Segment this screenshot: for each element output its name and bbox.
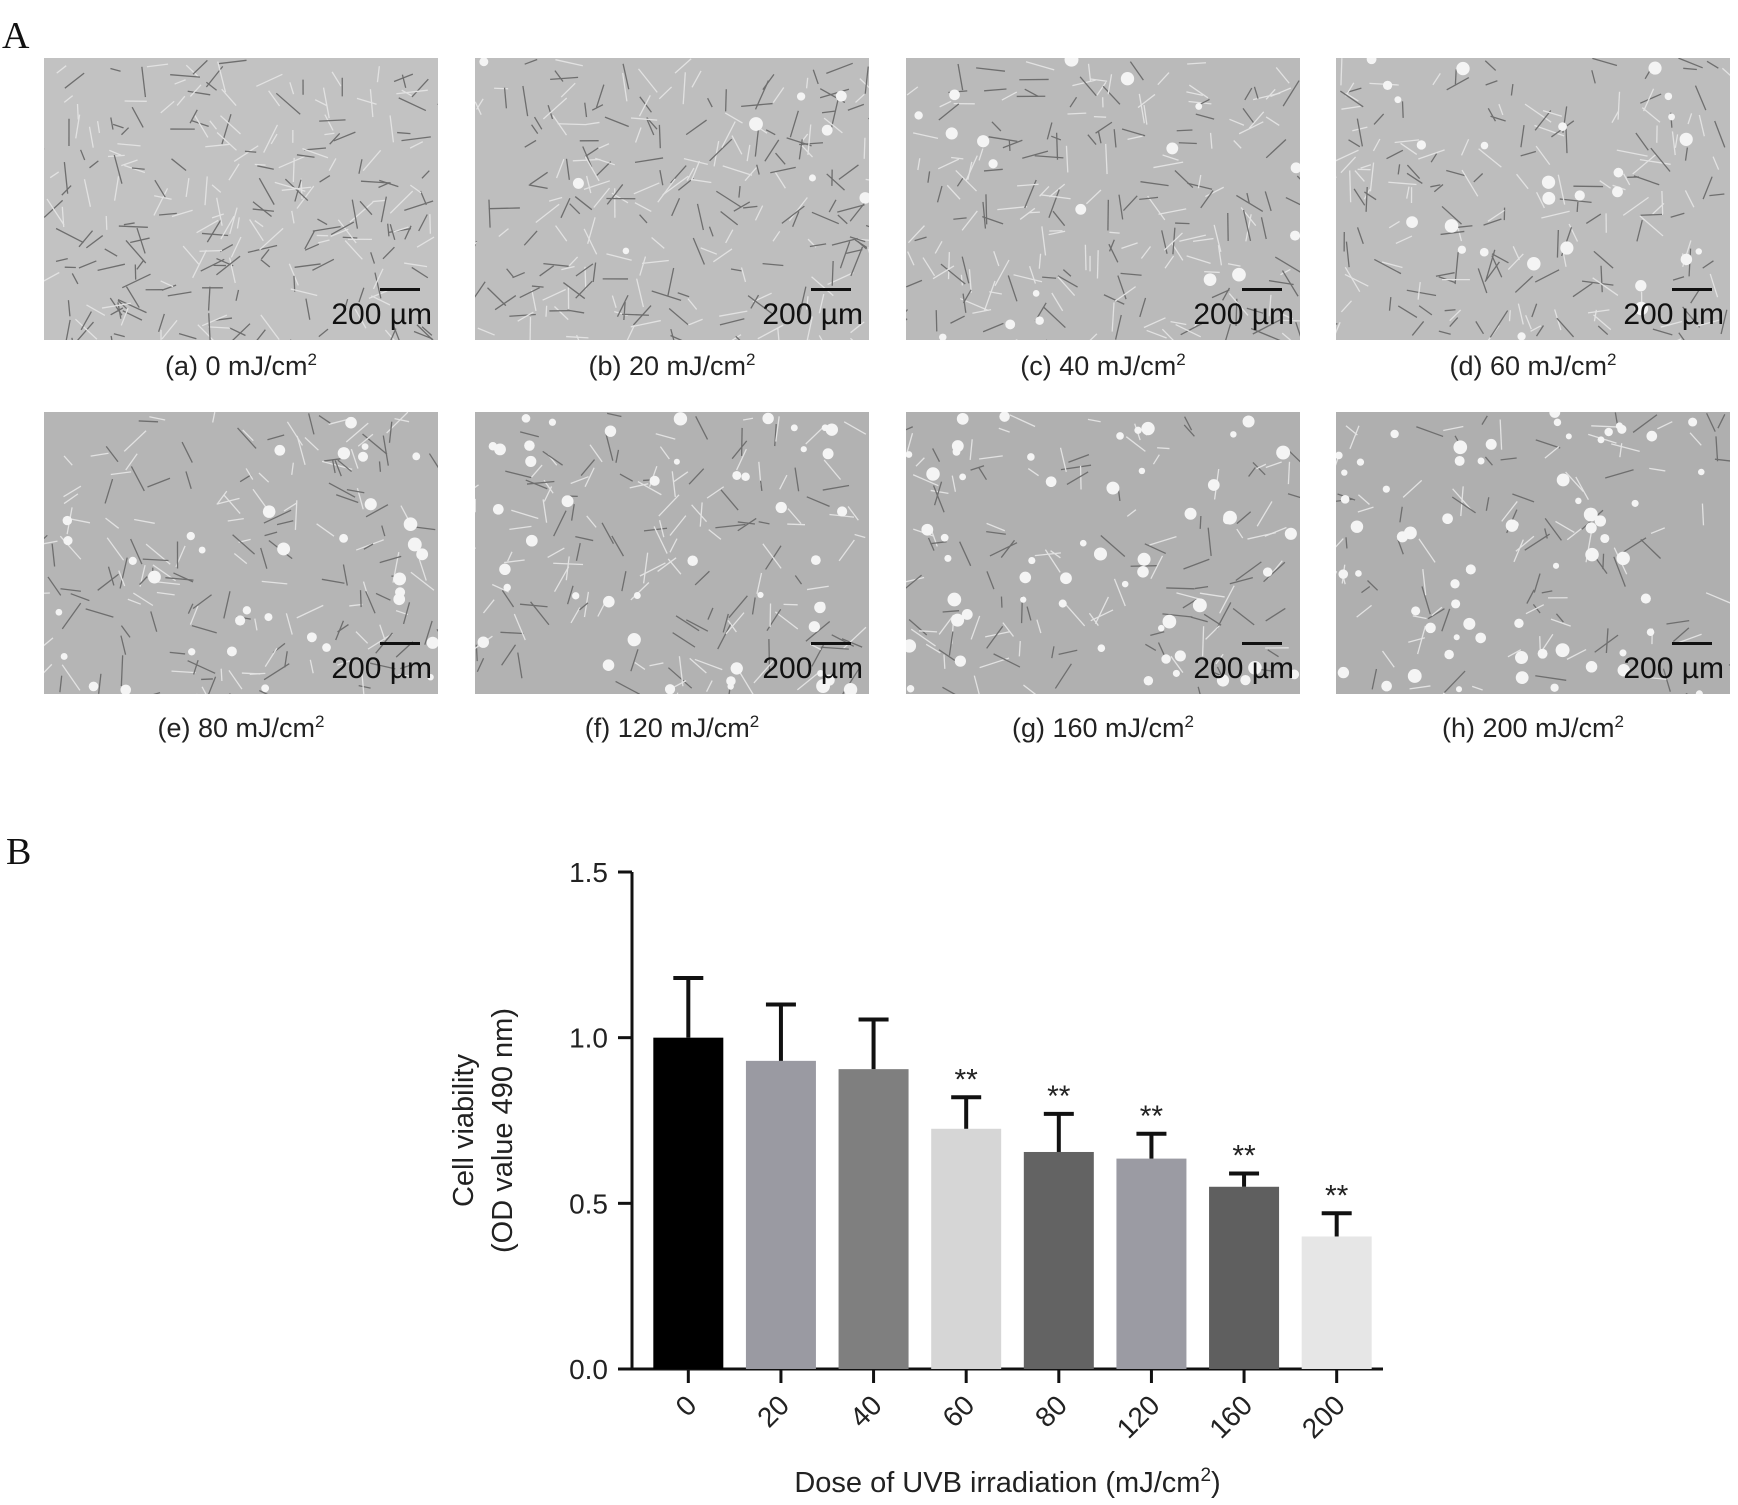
- micrograph-g: 200 µm: [906, 412, 1300, 694]
- scale-bar-line: [811, 288, 851, 291]
- scale-bar-label: 200 µm: [1193, 298, 1294, 331]
- significance-marker-160: **: [1232, 1140, 1256, 1173]
- x-axis-label: Dose of UVB irradiation (mJ/cm2): [794, 1465, 1220, 1499]
- y-tick-label: 1.0: [569, 1023, 608, 1054]
- bar-20: [745, 1060, 816, 1369]
- micrograph-texture: [1336, 412, 1730, 694]
- scale-bar-line: [1242, 642, 1282, 645]
- micrograph-texture: [44, 59, 438, 340]
- scale-bar-label: 200 µm: [762, 652, 863, 685]
- scale-bar: 200 µm: [1612, 642, 1724, 686]
- micrograph-f: 200 µm: [475, 412, 869, 694]
- x-tick-label-160: 160: [1203, 1389, 1258, 1444]
- micrograph-b: 200 µm: [475, 58, 869, 340]
- scale-bar-line: [380, 288, 420, 291]
- significance-marker-80: **: [1047, 1080, 1071, 1113]
- scale-bar: 200 µm: [1182, 642, 1294, 686]
- micrograph-caption-h: (h) 200 mJ/cm2: [1441, 712, 1624, 743]
- scale-bar-line: [1672, 642, 1712, 645]
- bar-40: [838, 1069, 909, 1369]
- scale-bar-label: 200 µm: [762, 298, 863, 331]
- scale-bar-line: [811, 642, 851, 645]
- bar-60: [931, 1128, 1002, 1369]
- scale-bar-label: 200 µm: [331, 298, 432, 331]
- micrograph-texture: [475, 58, 869, 340]
- micrograph-caption-d: (d) 60 mJ/cm2: [1449, 350, 1617, 381]
- significance-marker-60: **: [955, 1063, 979, 1096]
- micrograph-c: 200 µm: [906, 58, 1300, 340]
- micrograph-h: 200 µm: [1336, 412, 1730, 694]
- panel-label-b: B: [6, 831, 32, 873]
- scale-bar: 200 µm: [751, 642, 863, 686]
- micrograph-caption-c: (c) 40 mJ/cm2: [1020, 350, 1186, 381]
- bar-120: [1116, 1158, 1187, 1369]
- y-tick-label: 1.5: [569, 857, 608, 888]
- x-tick-label-120: 120: [1111, 1389, 1166, 1444]
- scale-bar-label: 200 µm: [1623, 652, 1724, 685]
- micrograph-texture: [44, 412, 438, 694]
- y-axis-label: Cell viability: [448, 1053, 480, 1207]
- micrograph-caption-e: (e) 80 mJ/cm2: [157, 712, 325, 743]
- x-tick-label-80: 80: [1029, 1389, 1073, 1433]
- bar-80: [1023, 1151, 1094, 1369]
- x-tick-label-0: 0: [670, 1389, 703, 1422]
- x-tick-label-20: 20: [751, 1389, 795, 1433]
- y-tick-label: 0.5: [569, 1188, 608, 1219]
- scale-bar: 200 µm: [320, 642, 432, 686]
- scale-bar: 200 µm: [320, 288, 432, 332]
- y-tick-label: 0.0: [569, 1354, 608, 1385]
- bar-160: [1209, 1186, 1280, 1369]
- micrograph-texture: [906, 412, 1300, 694]
- micrograph-e: 200 µm: [44, 412, 438, 694]
- micrograph-caption-a: (a) 0 mJ/cm2: [165, 350, 317, 381]
- micrograph-caption-g: (g) 160 mJ/cm2: [1011, 712, 1194, 743]
- x-tick-label-60: 60: [936, 1389, 980, 1433]
- micrograph-texture: [906, 58, 1300, 340]
- scale-bar: 200 µm: [1612, 288, 1724, 332]
- micrograph-caption-f: (f) 120 mJ/cm2: [584, 712, 760, 743]
- micrograph-caption-b: (b) 20 mJ/cm2: [588, 350, 756, 381]
- micrograph-texture: [475, 412, 867, 694]
- scale-bar-label: 200 µm: [1623, 298, 1724, 331]
- micrograph-d: 200 µm: [1336, 58, 1730, 340]
- panel-label-a: A: [2, 15, 30, 57]
- significance-marker-200: **: [1325, 1179, 1349, 1212]
- scale-bar-line: [1672, 288, 1712, 291]
- micrograph-texture: [1336, 58, 1730, 340]
- scale-bar: 200 µm: [1182, 288, 1294, 332]
- bar-200: [1301, 1236, 1372, 1369]
- scale-bar-label: 200 µm: [331, 652, 432, 685]
- x-tick-label-200: 200: [1296, 1389, 1351, 1444]
- scale-bar-line: [380, 642, 420, 645]
- micrograph-a: 200 µm: [44, 58, 438, 340]
- bar-0: [653, 1037, 724, 1369]
- significance-marker-120: **: [1140, 1100, 1164, 1133]
- scale-bar: 200 µm: [751, 288, 863, 332]
- scale-bar-line: [1242, 288, 1282, 291]
- scale-bar-label: 200 µm: [1193, 652, 1294, 685]
- x-tick-label-40: 40: [844, 1389, 888, 1433]
- y-axis-label-units: (OD value 490 nm): [487, 1008, 519, 1253]
